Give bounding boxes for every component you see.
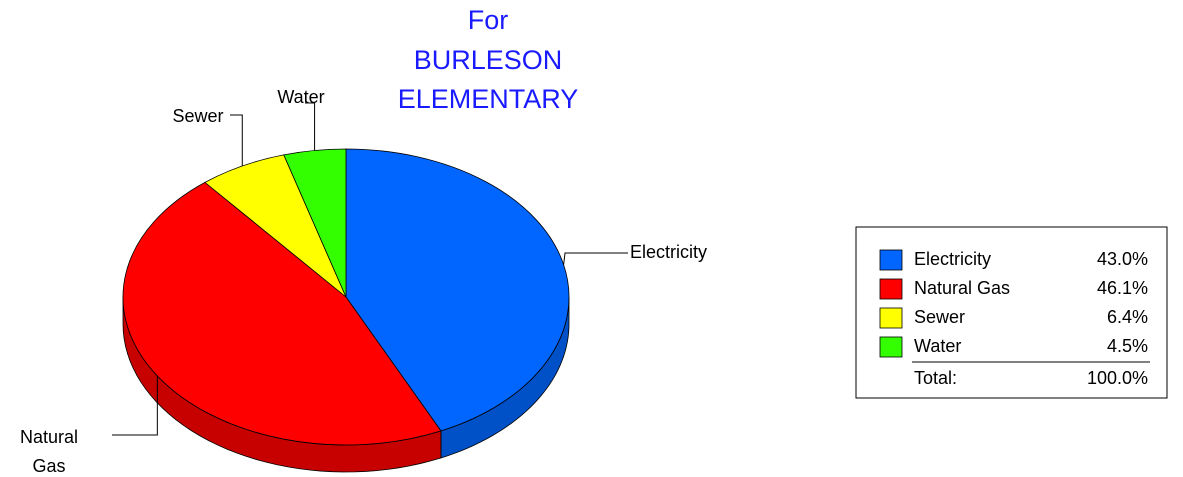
legend-swatch xyxy=(879,307,903,329)
legend-value: 46.1% xyxy=(1097,278,1148,298)
slice-label-line: Gas xyxy=(32,456,65,476)
chart-title: ELEMENTARY xyxy=(398,84,579,114)
legend-label: Natural Gas xyxy=(914,278,1010,298)
leader-line xyxy=(305,102,316,151)
legend-label: Electricity xyxy=(914,249,991,269)
legend-swatch xyxy=(879,278,903,300)
legend-label: Water xyxy=(914,336,961,356)
pie-slice xyxy=(283,148,347,298)
pie-slice xyxy=(122,181,442,446)
legend-box xyxy=(855,226,1168,399)
pie-slice xyxy=(345,148,570,432)
slice-label: Electricity xyxy=(630,242,707,262)
slice-label: Sewer xyxy=(172,106,223,126)
legend-total-label: Total: xyxy=(914,368,957,388)
leader-line xyxy=(563,252,628,265)
legend-label: Sewer xyxy=(914,307,965,327)
chart-title: BURLESON xyxy=(414,45,563,75)
slice-label: Natural Gas xyxy=(20,427,78,476)
chart-title: For xyxy=(468,5,509,35)
leader-line xyxy=(112,375,158,436)
legend-swatch xyxy=(879,336,903,358)
leader-line xyxy=(230,114,243,166)
slice-label: Water xyxy=(277,87,324,107)
legend-swatch xyxy=(879,249,903,271)
legend-total-value: 100.0% xyxy=(1087,368,1148,388)
legend-value: 6.4% xyxy=(1107,307,1148,327)
legend-value: 43.0% xyxy=(1097,249,1148,269)
legend-value: 4.5% xyxy=(1107,336,1148,356)
slice-label-line: Natural xyxy=(20,427,78,447)
